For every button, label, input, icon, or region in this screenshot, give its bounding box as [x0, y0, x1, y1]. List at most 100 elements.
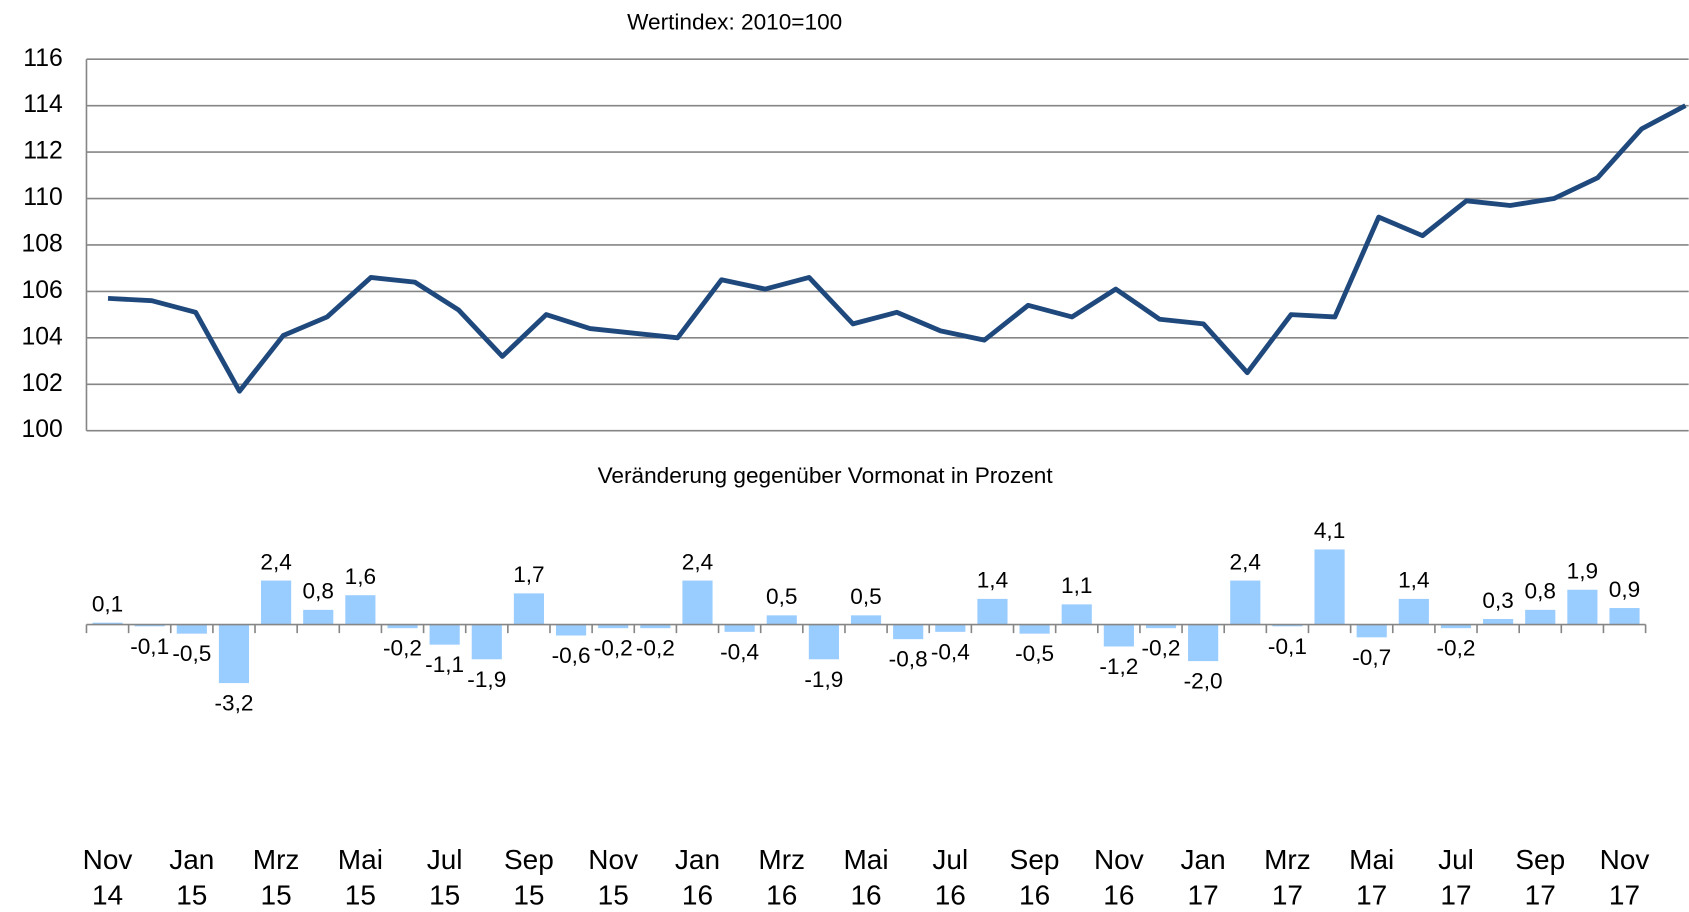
x-tick-label: Jan 16	[674, 843, 721, 911]
x-label-box: Nov 15	[588, 843, 639, 911]
x-label-box: Nov 16	[1093, 843, 1144, 911]
x-label-box: Sep 16	[1010, 843, 1060, 911]
bar	[1230, 580, 1261, 625]
value-label: -1,9	[804, 667, 843, 692]
x-label-box: Mai 15	[337, 843, 383, 911]
x-tick-label: Mrz 15	[252, 843, 300, 911]
value-label: -0,2	[383, 636, 422, 661]
x-tick-label: Mrz 16	[758, 843, 806, 911]
value-label: -1,1	[425, 652, 464, 677]
bar	[1398, 598, 1429, 625]
value-label: -3,2	[214, 691, 253, 716]
value-label: -0,2	[594, 636, 633, 661]
index-line	[107, 103, 1687, 394]
x-tick-label: Jan 17	[1180, 843, 1226, 911]
x-tick-label: Mai 16	[843, 843, 889, 911]
y-tick-label: 100	[21, 416, 62, 443]
x-label-box: Mrz 15	[252, 843, 300, 911]
y-tick-label: 106	[21, 277, 62, 304]
x-label-box: Mai 17	[1349, 843, 1395, 911]
x-tick-label: Sep 15	[503, 843, 554, 911]
value-label: -0,2	[1142, 636, 1181, 661]
bar	[850, 615, 882, 625]
value-label: -1,9	[467, 667, 506, 692]
bar	[1103, 624, 1134, 647]
y-tick-label: 112	[23, 138, 62, 165]
x-label-box: Nov 17	[1600, 843, 1650, 911]
x-tick-label: Sep 17	[1515, 843, 1566, 911]
value-label: 2,4	[682, 549, 713, 574]
x-tick-label: Mai 17	[1349, 843, 1395, 911]
bar	[1145, 624, 1177, 629]
value-label: 0,1	[92, 591, 123, 616]
bar	[682, 580, 713, 625]
y-tick-label: 104	[21, 323, 63, 350]
value-label: 0,5	[850, 584, 881, 609]
value-label: 1,4	[1398, 568, 1429, 593]
bar	[766, 615, 797, 625]
value-label: -2,0	[1184, 669, 1223, 694]
bar	[598, 624, 629, 629]
x-label-box: Mrz 17	[1264, 843, 1311, 911]
x-tick-label: Mai 15	[337, 843, 383, 911]
bar	[429, 624, 460, 645]
x-label-box: Jan 15	[169, 843, 214, 911]
x-label-box: Sep 15	[503, 843, 554, 911]
x-tick-label: Nov 14	[82, 843, 133, 911]
value-label: -0,7	[1352, 645, 1391, 670]
line-title: Wertindex: 2010=100	[627, 10, 842, 35]
bar	[1272, 624, 1303, 627]
bar	[176, 624, 207, 634]
value-label: -0,1	[130, 634, 169, 659]
value-label: 0,3	[1482, 588, 1513, 613]
x-label-box: Jul 16	[932, 843, 969, 911]
value-label: 1,7	[513, 562, 544, 587]
bar	[1356, 624, 1387, 638]
bar-title: Veränderung gegenüber Vormonat in Prozen…	[598, 463, 1054, 488]
x-tick-label: Nov 16	[1093, 843, 1144, 911]
bar	[977, 598, 1008, 625]
bar	[1440, 624, 1472, 629]
value-label: 1,1	[1061, 573, 1092, 598]
y-tick-label: 108	[21, 231, 62, 258]
bar	[1061, 604, 1092, 625]
x-tick-label: Nov 15	[588, 843, 639, 911]
value-label: 1,4	[977, 568, 1008, 593]
x-label-box: Mai 16	[843, 843, 889, 911]
value-label: -0,2	[1436, 636, 1475, 661]
bar	[134, 624, 165, 627]
bar	[893, 624, 924, 640]
bar	[92, 622, 123, 625]
bar	[471, 624, 502, 660]
value-label: -0,5	[172, 641, 211, 666]
value-label: -0,4	[720, 639, 759, 664]
bar	[1525, 609, 1556, 625]
value-label: 0,8	[1525, 579, 1556, 604]
x-tick-label: Jul 16	[932, 843, 969, 911]
x-tick-label: Jul 17	[1438, 843, 1474, 911]
y-tick-label: 102	[21, 370, 62, 397]
value-label: 0,5	[766, 584, 797, 609]
bar	[1567, 589, 1598, 625]
bar	[935, 624, 966, 632]
y-tick-label: 114	[23, 91, 63, 118]
value-label: -0,1	[1268, 634, 1307, 659]
bar	[724, 624, 755, 632]
x-label-box: Jul 15	[427, 843, 463, 911]
value-label: -0,8	[889, 647, 928, 672]
value-label: 2,4	[260, 549, 291, 574]
bar	[640, 624, 671, 629]
bar	[1314, 549, 1345, 625]
y-tick-label: 116	[23, 45, 62, 72]
bar	[387, 624, 418, 629]
value-label: 0,9	[1609, 577, 1640, 602]
y-tick-label: 110	[23, 184, 62, 211]
value-label: -1,2	[1099, 654, 1138, 679]
value-label: -0,4	[931, 639, 970, 664]
value-label: -0,6	[552, 643, 591, 668]
value-label: 0,8	[303, 579, 334, 604]
bar	[1188, 624, 1219, 662]
value-label: -0,5	[1015, 641, 1054, 666]
